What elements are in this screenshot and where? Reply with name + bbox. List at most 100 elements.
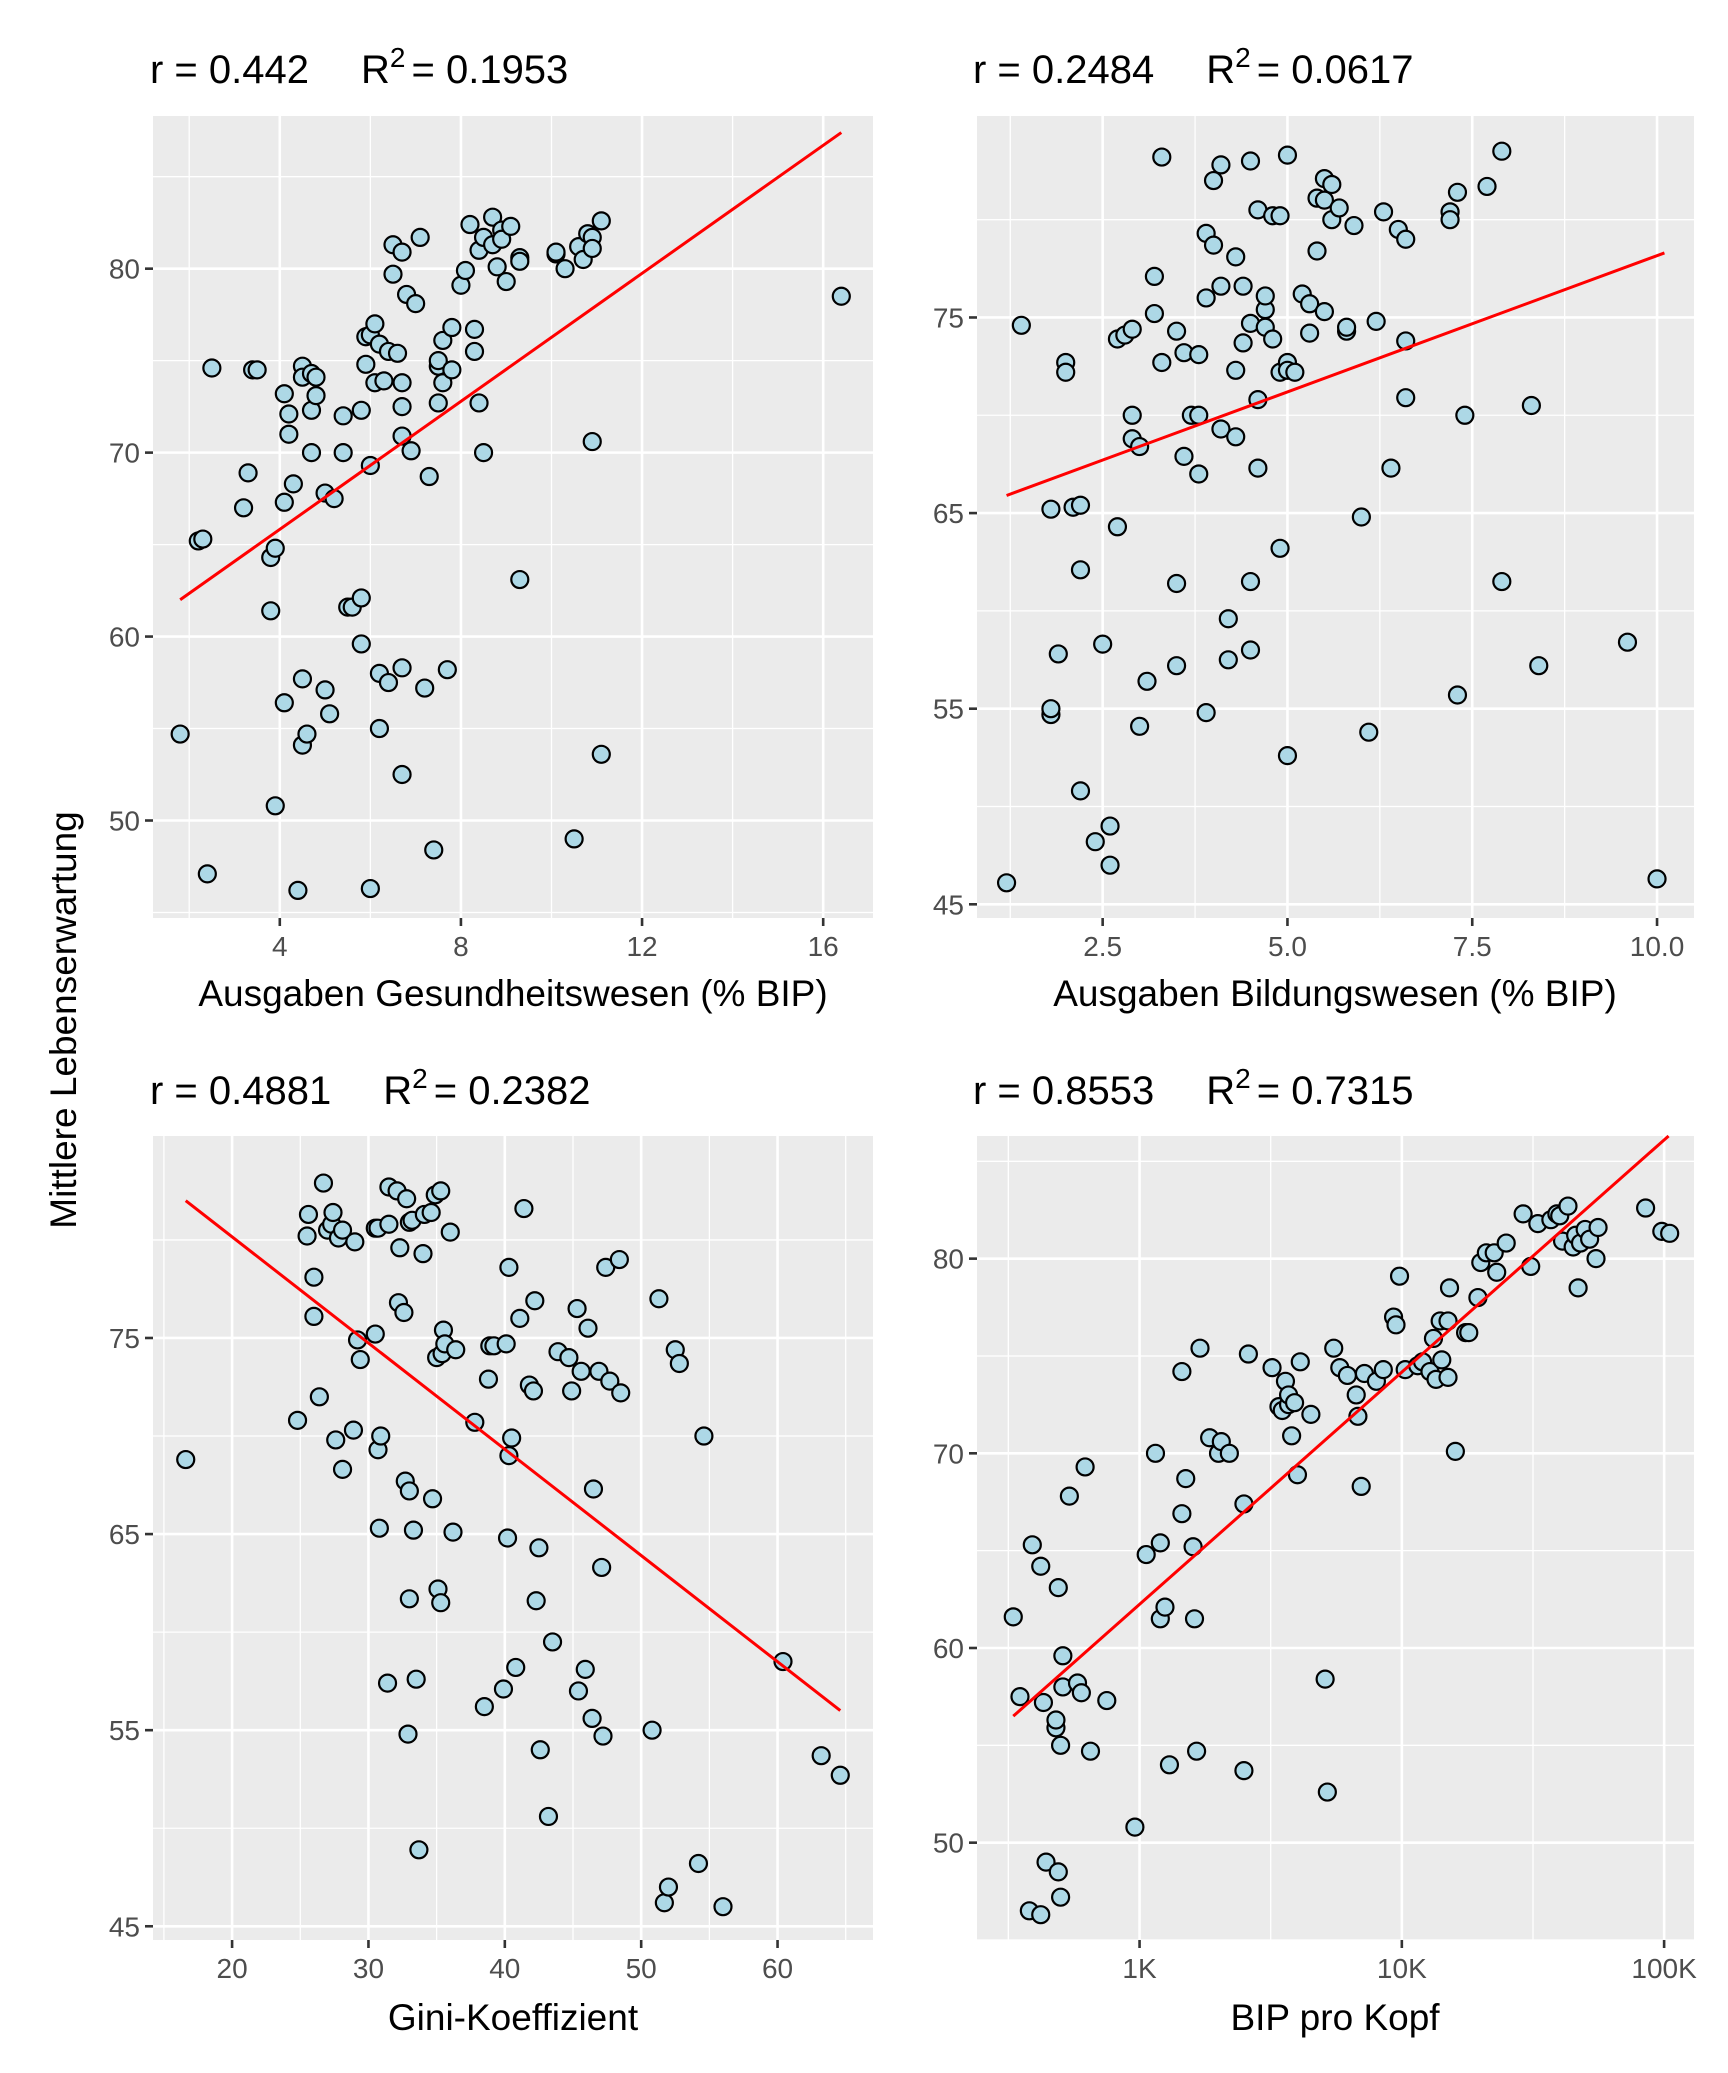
regression-line xyxy=(1006,251,1665,497)
data-point xyxy=(1300,323,1320,343)
stat-r2-value: = 0.2382 xyxy=(434,1069,591,1113)
data-point xyxy=(592,1557,612,1578)
data-point xyxy=(1144,303,1165,324)
data-point xyxy=(510,1308,530,1328)
data-point xyxy=(510,251,530,271)
data-point xyxy=(1513,1204,1533,1224)
data-point xyxy=(1150,1533,1170,1553)
data-point xyxy=(1351,507,1371,527)
data-point xyxy=(1100,816,1120,836)
data-point xyxy=(170,724,190,744)
data-point xyxy=(279,424,299,444)
y-tick-label: 70 xyxy=(933,1438,964,1469)
data-point xyxy=(1130,716,1150,736)
data-point xyxy=(356,354,376,374)
data-point xyxy=(1647,869,1667,889)
data-point xyxy=(510,569,530,590)
data-point xyxy=(1159,1755,1180,1775)
panel-title: r = 0.2484 R2 = 0.0617 xyxy=(973,42,1414,92)
data-point xyxy=(529,1538,549,1558)
data-point xyxy=(378,672,399,693)
x-tick-label: 1K xyxy=(1122,1953,1157,1984)
stat-r2-value: = 0.0617 xyxy=(1257,48,1414,92)
data-point xyxy=(274,492,294,512)
data-point xyxy=(1447,182,1468,202)
data-point xyxy=(501,216,521,236)
x-tick-label: 12 xyxy=(626,931,657,962)
data-point xyxy=(1031,1905,1051,1925)
data-point xyxy=(401,441,421,461)
data-point xyxy=(493,1679,514,1699)
panel-title: r = 0.442 R2 = 0.1953 xyxy=(150,42,568,92)
data-point xyxy=(1189,464,1209,484)
x-tick-label: 40 xyxy=(489,1953,520,1984)
data-point xyxy=(406,1669,426,1689)
data-point xyxy=(1290,1352,1310,1372)
x-axis-label: BIP pro Kopf xyxy=(1230,1997,1440,2038)
data-point xyxy=(478,1369,499,1389)
data-points xyxy=(1003,1196,1680,1925)
data-point xyxy=(497,1528,518,1548)
data-point xyxy=(1487,1262,1507,1282)
data-point xyxy=(1301,1404,1321,1424)
data-point xyxy=(1093,634,1113,654)
data-point xyxy=(392,373,412,393)
data-point xyxy=(1359,722,1379,742)
x-tick-label: 50 xyxy=(626,1953,657,1984)
data-point xyxy=(306,367,326,387)
data-point xyxy=(559,1347,579,1368)
data-point xyxy=(304,1306,324,1327)
data-point xyxy=(374,371,394,391)
data-point xyxy=(279,404,299,424)
data-point xyxy=(1324,1338,1344,1358)
data-point xyxy=(1373,1360,1393,1380)
data-point xyxy=(1521,1256,1541,1277)
data-point xyxy=(301,443,322,463)
data-point xyxy=(369,718,390,739)
data-point xyxy=(1211,419,1231,439)
data-point xyxy=(1196,703,1216,723)
data-point xyxy=(1226,360,1246,380)
data-point xyxy=(1176,1469,1196,1489)
data-point xyxy=(1322,174,1342,195)
x-tick-label: 60 xyxy=(762,1953,793,1984)
data-point xyxy=(688,1853,709,1874)
data-point xyxy=(1233,333,1253,353)
data-point xyxy=(1492,571,1512,592)
data-point xyxy=(658,1877,679,1897)
data-point xyxy=(320,704,340,724)
plot-area xyxy=(977,1134,1694,1941)
data-point xyxy=(409,1840,429,1860)
data-point xyxy=(442,317,462,338)
data-point xyxy=(1056,362,1076,382)
stat-r2-prefix: R xyxy=(1206,1069,1235,1113)
data-point xyxy=(440,1222,460,1242)
data-point xyxy=(496,1334,516,1354)
data-point xyxy=(323,1202,343,1223)
data-point xyxy=(360,878,380,899)
regression-line xyxy=(179,131,843,602)
data-point xyxy=(1386,1315,1406,1335)
data-point xyxy=(564,829,584,849)
data-point xyxy=(399,1589,419,1609)
data-point xyxy=(315,680,335,700)
data-point xyxy=(193,529,213,549)
x-tick-label: 8 xyxy=(453,931,469,962)
data-point xyxy=(1144,266,1165,286)
data-point xyxy=(1137,671,1157,691)
data-point xyxy=(455,260,476,281)
data-point xyxy=(1396,388,1416,408)
data-point xyxy=(1070,781,1091,801)
data-point xyxy=(274,693,294,713)
data-point xyxy=(525,1291,545,1311)
data-point xyxy=(1337,1365,1357,1386)
data-point xyxy=(469,393,489,413)
x-tick-label: 20 xyxy=(217,1953,248,1984)
data-point xyxy=(392,764,412,785)
data-point xyxy=(562,1381,582,1401)
data-point xyxy=(297,1226,317,1246)
x-tick-label: 4 xyxy=(272,931,288,962)
data-point xyxy=(343,1420,364,1440)
data-point xyxy=(1282,1426,1302,1446)
data-point xyxy=(1186,1741,1207,1761)
